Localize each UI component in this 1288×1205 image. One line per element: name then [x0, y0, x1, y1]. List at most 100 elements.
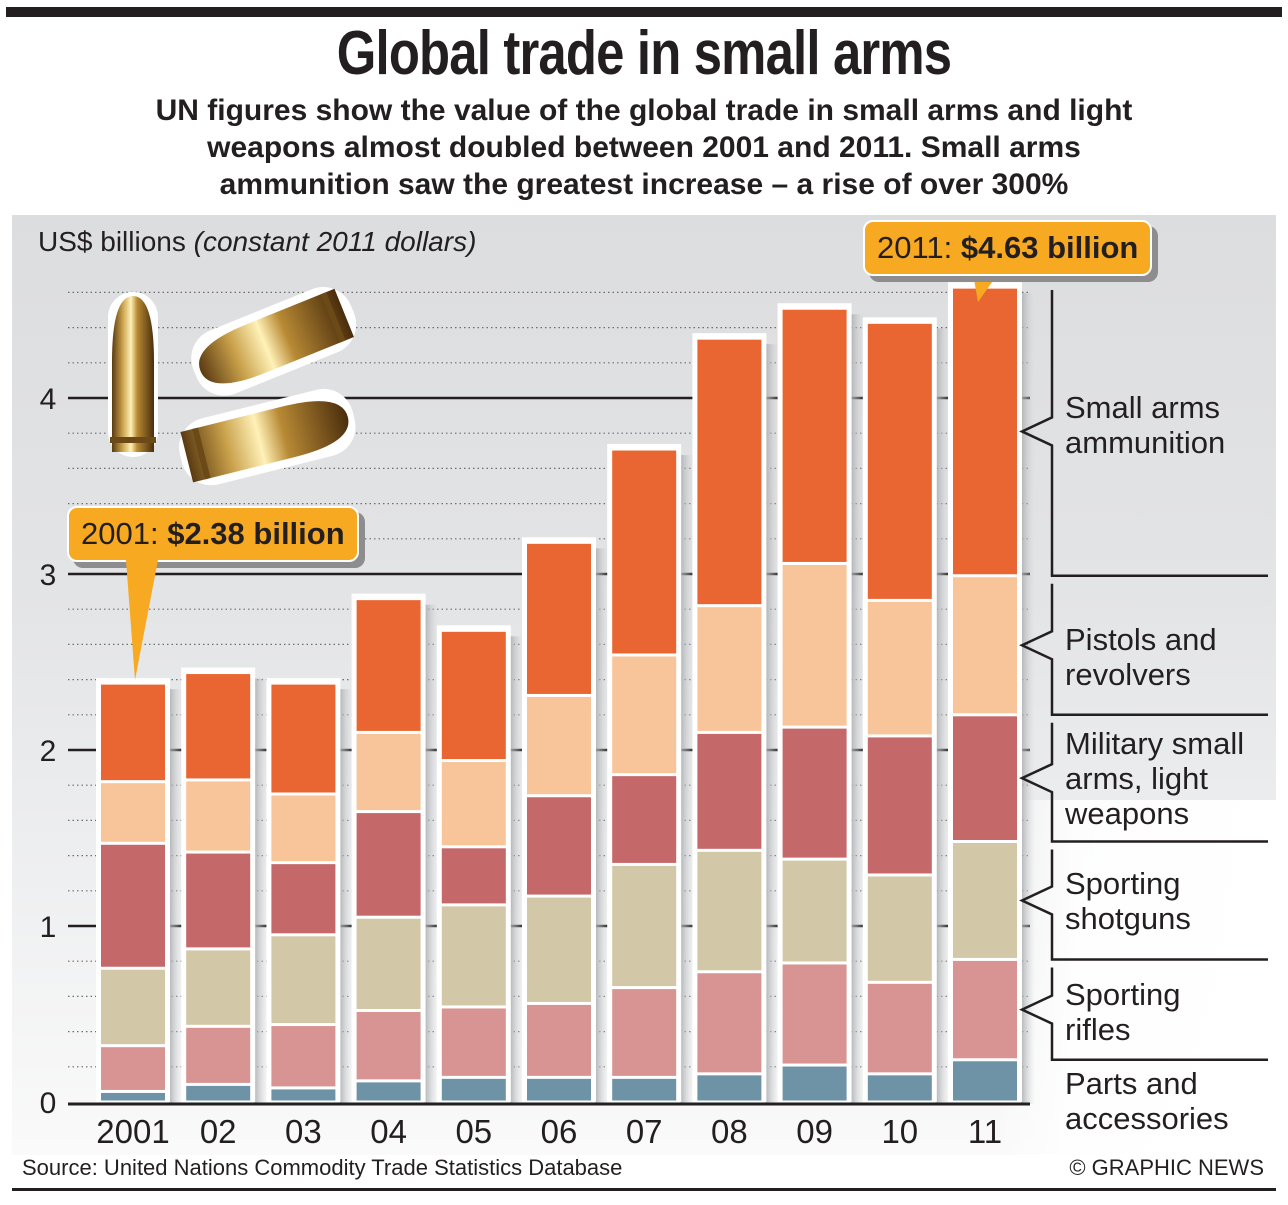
bar-segment	[867, 323, 932, 599]
bar-segment	[867, 983, 932, 1073]
legend-bracket	[1019, 722, 1268, 843]
legend-line: weapons	[1065, 796, 1190, 831]
bar-segment	[441, 631, 506, 760]
bar-segment	[441, 906, 506, 1006]
bar-stack-03	[266, 678, 354, 1104]
y-axis-unit-label: US$ billions (constant 2011 dollars)	[38, 226, 476, 258]
bar-stack-08	[692, 333, 780, 1104]
legend-military-small-arms: Military small arms, light weapons	[1065, 726, 1244, 831]
bar-stack-07	[607, 444, 695, 1104]
bar-segment	[612, 450, 677, 654]
legend-line: accessories	[1065, 1101, 1229, 1136]
y-axis-ticks: 0 1 2 3 4	[40, 383, 57, 1120]
bar-segment	[867, 876, 932, 981]
bar-shadow	[339, 689, 354, 1104]
bar-shadow	[850, 314, 865, 1104]
bar-segment	[101, 844, 165, 967]
y-tick-label: 3	[40, 559, 57, 592]
bar-stack-05	[436, 625, 524, 1104]
x-tick-label: 03	[285, 1113, 322, 1150]
x-axis-ticks: 2001 02 03 04 05 06 07 08 09 10 11	[96, 1113, 1002, 1150]
bar-segment	[782, 728, 847, 858]
bar-segment	[441, 1078, 506, 1101]
x-tick-label: 06	[541, 1113, 578, 1150]
callout-2011-year: 2011:	[877, 230, 953, 265]
bar-segment	[271, 684, 336, 793]
bullets-icon	[108, 287, 357, 486]
legend-line: Sporting	[1065, 866, 1181, 901]
bar-stack-09	[777, 303, 865, 1104]
callout-2001-value: $2.38 billion	[167, 516, 345, 551]
bar-segment	[697, 851, 762, 971]
bar-segment	[356, 918, 421, 1009]
bar-segment	[612, 656, 677, 774]
legend-bracket	[1019, 583, 1268, 717]
bar-segment	[782, 564, 847, 726]
bar-shadow	[935, 328, 950, 1104]
unit-italic: (constant 2011 dollars)	[193, 226, 477, 257]
bar-segment	[612, 989, 677, 1076]
bar-segment	[101, 783, 165, 842]
bar-segment	[271, 795, 336, 862]
bar-segment	[782, 964, 847, 1064]
bar-segment	[186, 674, 251, 779]
bar-segment	[612, 1078, 677, 1101]
bar-segment	[186, 950, 251, 1025]
legend-line: Small arms	[1065, 390, 1221, 425]
legend-line: revolvers	[1065, 657, 1191, 692]
subtitle-line: ammunition saw the greatest increase – a…	[219, 168, 1069, 201]
y-tick-label: 0	[40, 1087, 57, 1120]
bar-segment	[186, 781, 251, 851]
legend-line: Pistols and	[1065, 622, 1217, 657]
y-tick-label: 2	[40, 735, 57, 768]
bar-segment	[953, 960, 1017, 1059]
y-tick-label: 4	[40, 383, 57, 416]
bar-segment	[101, 1047, 165, 1090]
bar-segment	[186, 1027, 251, 1083]
x-tick-label: 08	[711, 1113, 748, 1150]
bar-segment	[697, 733, 762, 849]
bar-segment	[441, 1008, 506, 1076]
bars	[96, 282, 1035, 1104]
legend-small-arms-ammunition: Small arms ammunition	[1065, 390, 1225, 460]
callout-2011-pointer	[972, 268, 1002, 302]
bar-segment	[356, 1011, 421, 1080]
callout-2011: 2011: $4.63 billion	[863, 220, 1153, 276]
bar-segment	[953, 288, 1017, 575]
bar-shadow	[424, 604, 439, 1104]
bar-segment	[527, 1078, 591, 1101]
x-tick-label: 04	[370, 1113, 407, 1150]
bar-segment	[271, 1026, 336, 1087]
bar-segment	[612, 776, 677, 863]
bar-segment	[441, 762, 506, 846]
x-tick-label: 07	[626, 1113, 663, 1150]
legend-bracket	[1019, 849, 1268, 961]
x-tick-label: 09	[796, 1113, 833, 1150]
legend-line: rifles	[1065, 1012, 1131, 1047]
bar-segment	[697, 339, 762, 605]
chart-subtitle: UN figures show the value of the global …	[0, 92, 1288, 203]
bar-stack-02	[181, 667, 269, 1104]
subtitle-line: weapons almost doubled between 2001 and …	[207, 131, 1081, 164]
bar-segment	[612, 865, 677, 987]
bar-segment	[782, 860, 847, 962]
legend-parts-accessories: Parts and accessories	[1065, 1066, 1229, 1136]
bar-segment	[953, 716, 1017, 841]
bar-segment	[356, 733, 421, 811]
legend-bracket	[1019, 967, 1268, 1062]
legend-bracket	[1019, 290, 1268, 578]
bar-segment	[953, 843, 1017, 958]
bar-stack-10	[862, 317, 950, 1104]
bar-segment	[441, 848, 506, 904]
bar-segment	[527, 543, 591, 694]
bar-shadow	[680, 455, 695, 1104]
callout-2001: 2001: $2.38 billion	[67, 506, 359, 562]
chart-title: Global trade in small arms	[336, 19, 952, 88]
bar-segment	[101, 684, 165, 781]
legend-line: Parts and	[1065, 1066, 1198, 1101]
bar-stack-04	[351, 593, 439, 1104]
bar-shadow	[169, 689, 183, 1104]
y-tick-label: 1	[40, 911, 57, 944]
bar-segment	[527, 1004, 591, 1076]
